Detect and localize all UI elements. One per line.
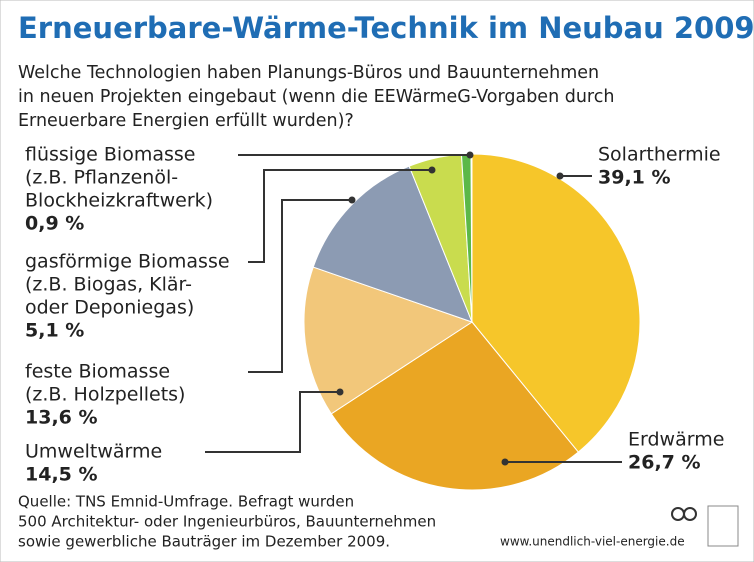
category-label: feste Biomasse [25, 361, 170, 383]
leader-dot [466, 151, 474, 159]
category-label: (z.B. Pflanzenöl- [25, 167, 178, 189]
value-label: 14,5 % [25, 464, 98, 486]
subtitle-line: in neuen Projekten eingebaut (wenn die E… [18, 87, 614, 107]
value-label: 39,1 % [598, 167, 671, 189]
source-line: 500 Architektur- oder Ingenieurbüros, Ba… [18, 513, 436, 531]
logo [671, 505, 739, 547]
leader-dot [428, 166, 436, 174]
value-label: 13,6 % [25, 407, 98, 429]
leader-line [248, 199, 352, 373]
value-label: 0,9 % [25, 213, 84, 235]
subtitle-line: Erneuerbare Energien erfüllt wurden)? [18, 111, 354, 131]
leader-dot [336, 388, 344, 396]
pie-slice [330, 321, 579, 491]
pie-slice [303, 266, 474, 415]
leader-dot [348, 196, 356, 204]
category-label: (z.B. Biogas, Klär- [25, 274, 192, 296]
leader-line [205, 391, 340, 453]
category-label: (z.B. Holzpellets) [25, 384, 185, 406]
chart-title: Erneuerbare-Wärme-Technik im Neubau 2009 [18, 11, 754, 45]
subtitle-line: Welche Technologien haben Planungs-Büros… [18, 63, 599, 83]
value-label: 26,7 % [628, 452, 701, 474]
value-label: 5,1 % [25, 320, 84, 342]
category-label: oder Deponiegas) [25, 297, 194, 319]
category-label: flüssige Biomasse [25, 144, 195, 166]
website: www.unendlich-viel-energie.de [500, 535, 685, 549]
category-label: Blockheizkraftwerk) [25, 190, 213, 212]
pie-slice [471, 153, 641, 453]
category-label: gasförmige Biomasse [25, 251, 230, 273]
category-label: Solarthermie [598, 144, 721, 166]
category-label: Umweltwärme [25, 441, 162, 463]
leader-line [248, 169, 432, 263]
source-line: Quelle: TNS Emnid-Umfrage. Befragt wurde… [18, 493, 354, 511]
leader-dot [501, 458, 509, 466]
category-label: Erdwärme [628, 429, 724, 451]
leader-dot [556, 172, 564, 180]
source-line: sowie gewerbliche Bauträger im Dezember … [18, 533, 390, 551]
